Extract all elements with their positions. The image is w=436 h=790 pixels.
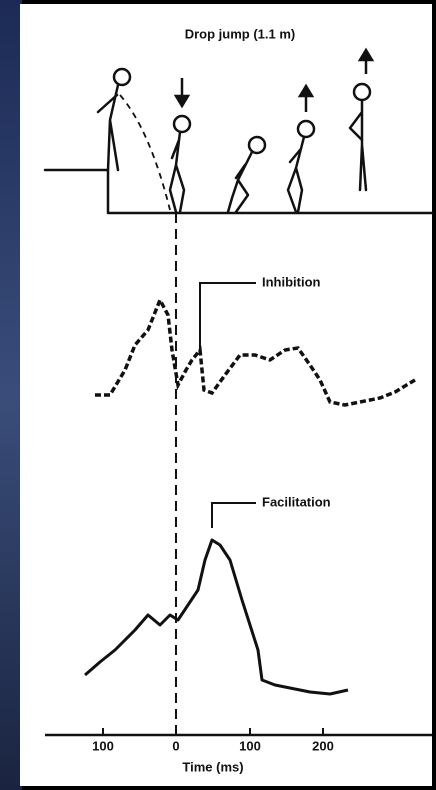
tick-label: 100	[92, 738, 114, 753]
emg-trace-facilitation	[84, 538, 349, 696]
arrows	[173, 47, 375, 112]
stick-figures	[96, 67, 372, 214]
tick-label: 200	[312, 738, 334, 753]
axis-label: Time (ms)	[182, 759, 243, 774]
annotation: Facilitation	[262, 494, 331, 509]
panel	[20, 4, 432, 786]
leader-line	[199, 282, 256, 352]
tick-label: 0	[172, 738, 179, 753]
leader-line	[211, 502, 256, 528]
platform	[43, 168, 434, 215]
annotation: Inhibition	[262, 274, 321, 289]
tick-label: 100	[239, 738, 261, 753]
emg-trace-inhibition	[95, 295, 416, 407]
title: Drop jump (1.1 m)	[185, 26, 296, 41]
background-strip	[0, 0, 22, 790]
